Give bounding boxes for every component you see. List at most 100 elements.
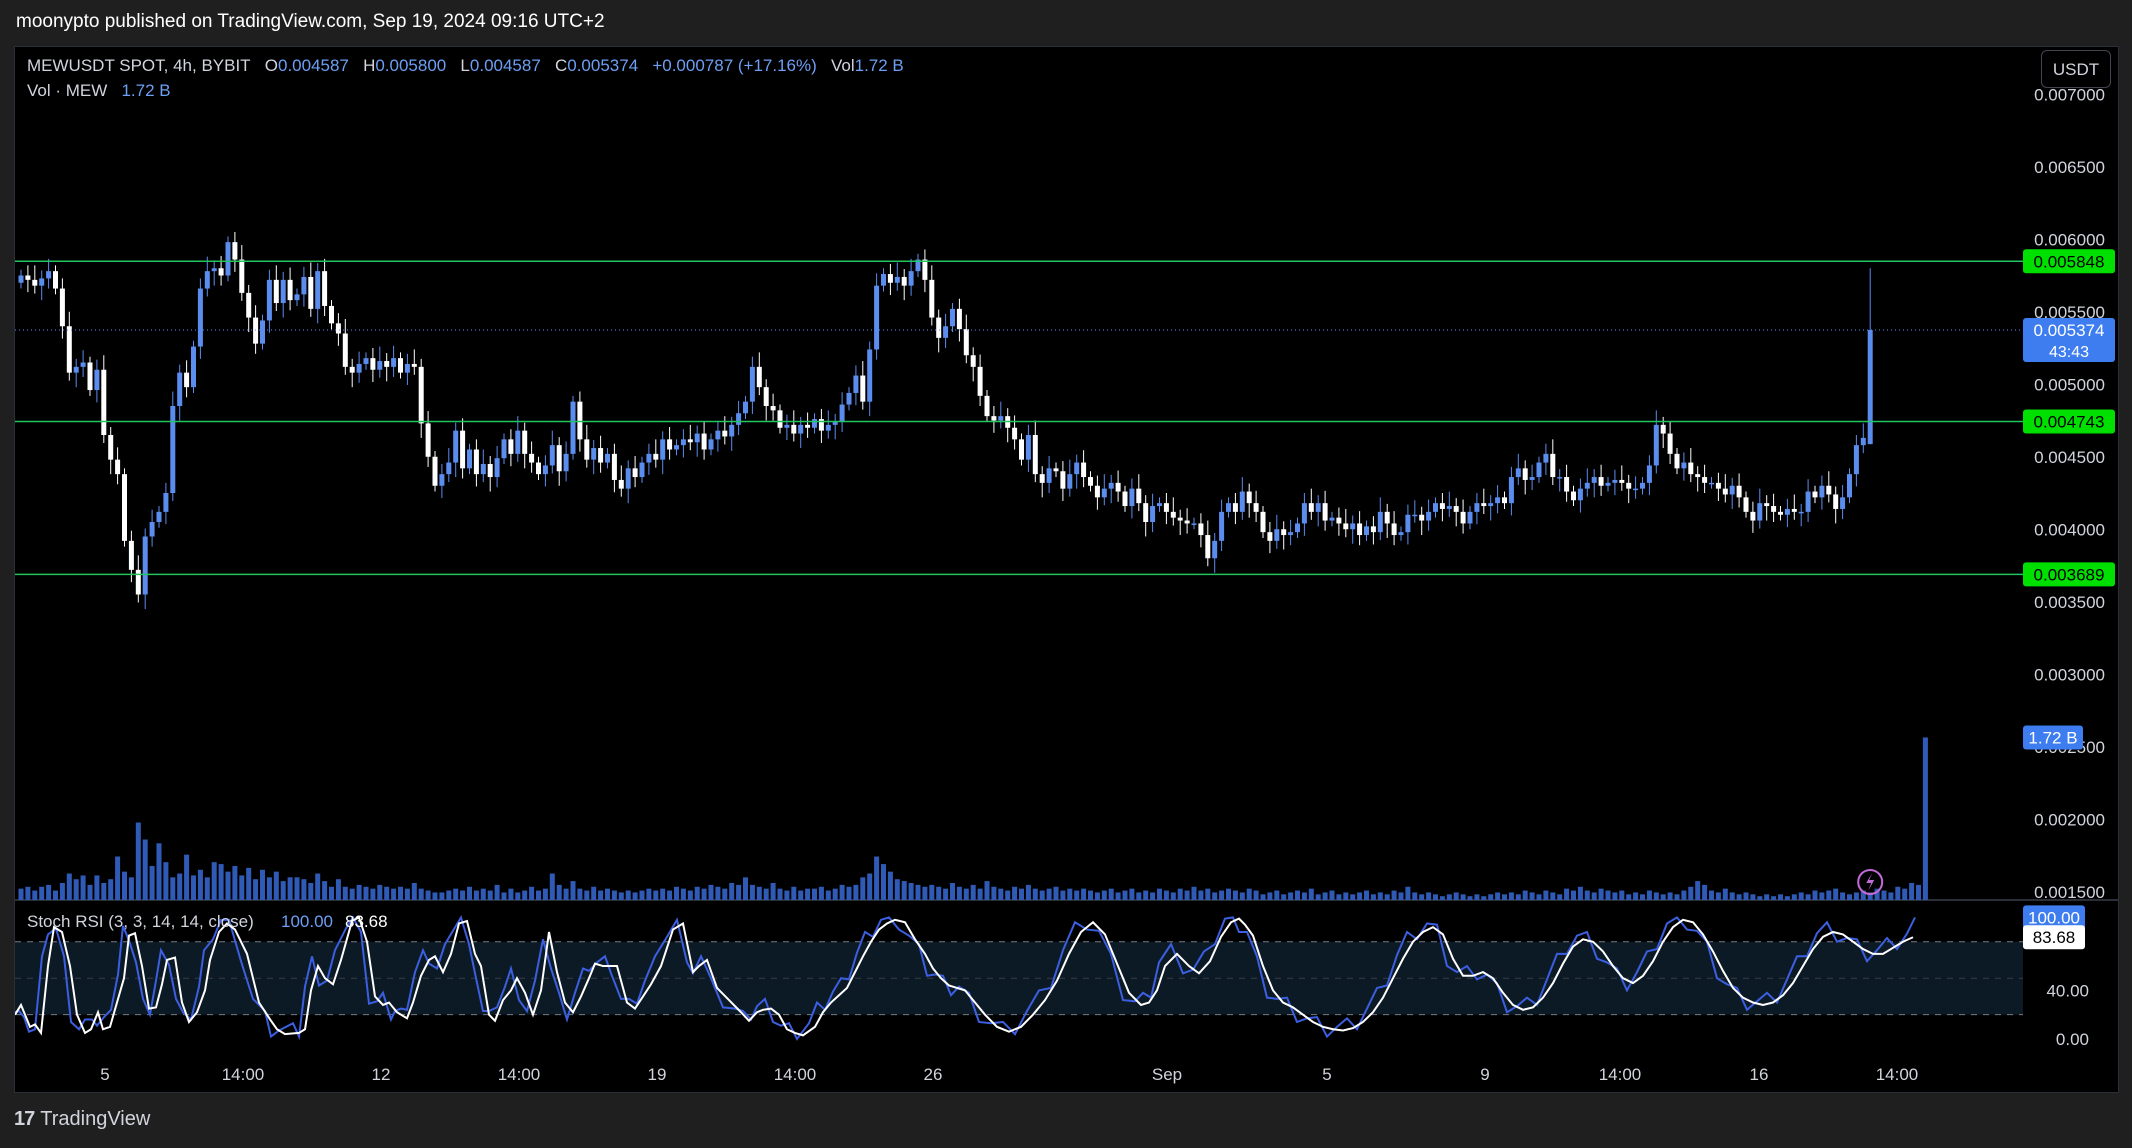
candle-body [1840, 497, 1846, 509]
candle-body [763, 387, 769, 406]
level-label: 0.003689 [2034, 565, 2105, 584]
candle-body [1653, 424, 1659, 466]
candle-body [1564, 477, 1570, 492]
chart-svg[interactable]: 0.0015000.0020000.0025000.0030000.003500… [15, 47, 2119, 1093]
volume-bar [1674, 894, 1680, 900]
volume-bar [1750, 894, 1756, 900]
currency-button[interactable]: USDT [2041, 50, 2111, 88]
candle-body [1860, 437, 1866, 446]
volume-bar [204, 877, 210, 900]
volume-bar [370, 888, 376, 900]
volume-bar [418, 888, 424, 900]
volume-bar [805, 888, 811, 900]
price-tick-label: 0.004000 [2034, 520, 2105, 539]
volume-bar [998, 888, 1004, 900]
candle-body [1384, 511, 1390, 524]
candle-body [18, 275, 24, 283]
volume-legend[interactable]: Vol · MEW 1.72 B [27, 81, 171, 101]
volume-bar [439, 892, 445, 900]
volume-bar [1722, 888, 1728, 900]
candle-body [660, 439, 666, 460]
volume-bar [1916, 884, 1921, 900]
volume-bar [1301, 892, 1307, 900]
candle-body [1847, 474, 1852, 498]
candle-body [860, 375, 866, 402]
candle-body [1060, 471, 1066, 489]
volume-bar [1584, 890, 1590, 900]
volume-bar [680, 888, 686, 900]
candle-body [1826, 485, 1832, 495]
volume-bar [508, 888, 514, 900]
candle-body [1729, 485, 1735, 495]
candle-body [1219, 511, 1225, 541]
lightning-icon [1866, 873, 1875, 891]
volume-bar [763, 888, 769, 900]
candle-body [501, 439, 507, 459]
volume-bar [1115, 892, 1121, 900]
candle-body [515, 430, 521, 454]
volume-bar [1163, 890, 1169, 900]
volume-bar [936, 886, 942, 900]
candle-body [956, 308, 962, 330]
volume-bar [1253, 890, 1259, 900]
chart-frame[interactable]: 0.0015000.0020000.0025000.0030000.003500… [14, 46, 2119, 1093]
volume-bar [163, 862, 169, 900]
volume-bar [542, 888, 548, 900]
low-value: 0.004587 [469, 56, 541, 75]
volume-bar [1502, 894, 1507, 900]
candle-body [467, 449, 472, 469]
volume-bar [1246, 888, 1252, 900]
candle-body [1536, 462, 1542, 478]
volume-bar [191, 875, 196, 900]
tradingview-brand[interactable]: 17 TradingView [14, 1108, 150, 1131]
volume-bar [1543, 890, 1549, 900]
volume-bar [1550, 892, 1556, 900]
volume-bar [1405, 886, 1411, 900]
volume-bar [1260, 894, 1266, 900]
candle-body [998, 416, 1004, 421]
candle-body [1246, 491, 1252, 504]
volume-bar [363, 886, 369, 900]
candle-body [963, 329, 969, 356]
level-badge [2023, 249, 2115, 274]
volume-bar [1591, 892, 1597, 900]
volume-bar [1612, 892, 1618, 900]
volume-bar [411, 882, 417, 900]
candle-body [73, 366, 79, 373]
candle-body [1771, 506, 1777, 512]
candle-body [991, 416, 997, 421]
volume-bar [901, 881, 907, 900]
candle-body [1143, 503, 1149, 522]
volume-bar [1867, 892, 1873, 900]
candle-body [1495, 497, 1501, 504]
volume-bar [963, 888, 969, 900]
candle-body [39, 278, 45, 286]
volume-bar [460, 890, 466, 900]
candle-body [1177, 517, 1183, 521]
candle-body [1515, 468, 1521, 478]
volume-bar [1391, 890, 1397, 900]
volume-bar [1377, 892, 1383, 900]
symbol-label[interactable]: MEWUSDT SPOT, 4h, BYBIT [27, 56, 251, 75]
candle-body [1426, 511, 1432, 521]
volume-bar [384, 886, 390, 900]
candle-body [743, 401, 748, 414]
volume-bar [1419, 894, 1425, 900]
candle-body [605, 453, 610, 463]
candle-body [260, 320, 265, 344]
time-tick-label: 16 [1750, 1065, 1769, 1084]
candle-body [1764, 503, 1770, 507]
volume-bar [1364, 890, 1369, 900]
candle-body [701, 433, 707, 450]
brand-label: TradingView [40, 1108, 151, 1130]
candle-body [149, 522, 155, 537]
candle-body [239, 259, 245, 293]
time-tick-label: 26 [924, 1065, 943, 1084]
volume-bar [1453, 892, 1459, 900]
volume-bar [1695, 881, 1701, 900]
candle-body [1357, 523, 1363, 536]
candle-body [1343, 523, 1349, 530]
volume-bar [1143, 890, 1149, 900]
candle-body [411, 363, 417, 367]
candle-body [1019, 439, 1024, 460]
